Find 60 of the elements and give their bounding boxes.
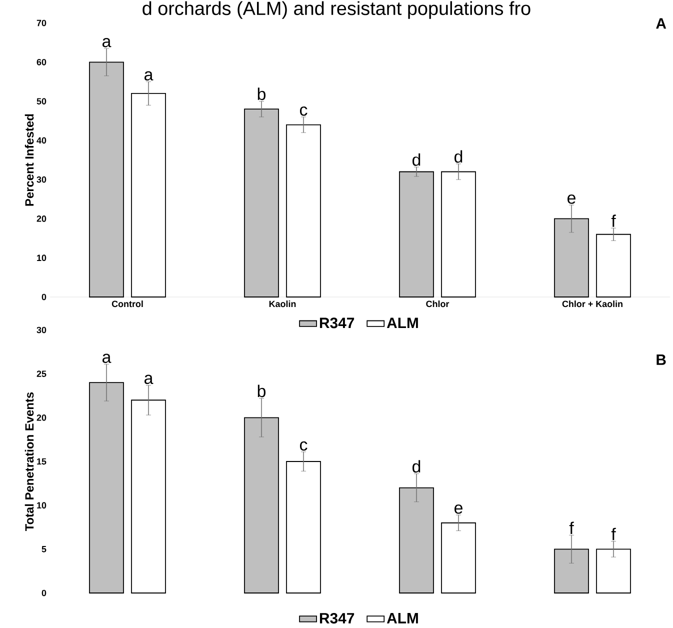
- data-label: f: [569, 522, 574, 534]
- y-tick-label: 10: [37, 502, 46, 509]
- y-tick-label: 25: [36, 370, 46, 378]
- x-tick-label: Control: [112, 300, 143, 308]
- y-tick-label: 70: [36, 20, 46, 26]
- data-label: a: [102, 38, 112, 48]
- data-label: e: [454, 504, 462, 514]
- data-label: a: [144, 374, 154, 384]
- annotation: A: [656, 18, 666, 29]
- data-label: b: [258, 88, 266, 100]
- data-label: a: [144, 71, 154, 81]
- y-tick-label: 60: [36, 58, 46, 66]
- y-tick-label: 0: [42, 294, 46, 300]
- y-tick-label: 10: [37, 254, 46, 262]
- data-label: e: [568, 194, 576, 204]
- legend-label: ALM: [386, 318, 418, 328]
- data-label: d: [454, 150, 462, 163]
- bar: [89, 62, 124, 298]
- data-label: f: [611, 214, 616, 227]
- legend-label: R347: [320, 612, 354, 624]
- bar: [244, 417, 279, 594]
- data-label: d: [412, 153, 420, 166]
- data-label: c: [300, 106, 308, 116]
- bar: [441, 522, 476, 594]
- y-tick-label: 30: [36, 326, 46, 334]
- x-tick-label: Chlor: [426, 300, 450, 308]
- data-label: d: [412, 460, 420, 473]
- bar: [131, 93, 166, 298]
- bar: [596, 548, 631, 594]
- data-label: f: [611, 528, 616, 540]
- legend-label: R347: [320, 318, 354, 328]
- data-label: a: [102, 354, 112, 363]
- x-tick-label: Kaolin: [269, 300, 296, 308]
- annotation: B: [656, 354, 666, 365]
- y-axis-title: Percent Infested: [24, 114, 34, 206]
- y-tick-label: 40: [36, 137, 46, 144]
- bar: [399, 487, 434, 594]
- bar: [554, 218, 589, 298]
- y-axis-title: Total Penetration Events: [24, 392, 34, 531]
- data-label: c: [300, 441, 308, 451]
- bar: [244, 108, 279, 298]
- bar: [554, 548, 589, 594]
- bar: [399, 171, 434, 298]
- y-tick-label: 15: [37, 458, 46, 465]
- bar: [441, 171, 476, 298]
- y-tick-label: 50: [36, 98, 46, 104]
- y-tick-label: 20: [36, 414, 46, 421]
- y-tick-label: 0: [42, 590, 46, 596]
- y-tick-label: 5: [42, 546, 46, 552]
- bar: [286, 461, 321, 594]
- bar: [89, 382, 124, 594]
- chart-title: d orchards (ALM) and resistant populations fro: [142, 1, 530, 19]
- y-tick-label: 20: [36, 216, 46, 222]
- x-tick-label: Chlor + Kaolin: [562, 300, 622, 308]
- bar: [596, 234, 631, 298]
- legend-label: ALM: [386, 613, 418, 624]
- bar: [131, 400, 166, 594]
- data-label: b: [258, 384, 266, 398]
- bar: [286, 124, 321, 298]
- y-tick-label: 30: [36, 176, 46, 183]
